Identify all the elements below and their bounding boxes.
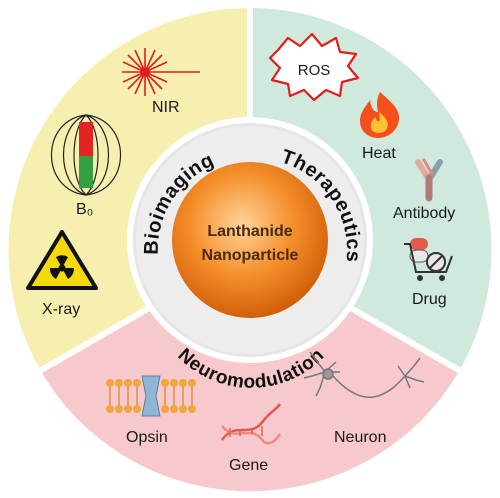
xray-label: X-ray bbox=[42, 301, 80, 318]
nir-label: NIR bbox=[152, 99, 180, 116]
dna-helix-icon bbox=[220, 403, 282, 445]
ros-label: ROS bbox=[298, 62, 331, 79]
b0-label: B₀ bbox=[76, 201, 93, 218]
drug-label: Drug bbox=[412, 291, 447, 308]
opsin-label: Opsin bbox=[126, 429, 168, 446]
neuron-icon bbox=[303, 351, 425, 398]
nanoparticle-core bbox=[172, 162, 328, 318]
heat-label: Heat bbox=[362, 145, 396, 162]
radiation-warning-icon bbox=[26, 230, 98, 290]
sector-neuromodulation bbox=[33, 246, 467, 498]
flame-icon bbox=[360, 92, 400, 138]
core-label-line1: Lanthanide bbox=[207, 223, 292, 240]
magnet-field-icon bbox=[51, 114, 121, 196]
antibody-label: Antibody bbox=[393, 205, 455, 222]
laser-burst-icon bbox=[122, 48, 200, 96]
drug-cart-icon bbox=[404, 238, 453, 281]
gene-label: Gene bbox=[229, 457, 268, 474]
neuron-label: Neuron bbox=[334, 429, 386, 446]
opsin-membrane-icon bbox=[106, 375, 196, 417]
ros-burst-icon bbox=[268, 32, 360, 102]
antibody-icon bbox=[415, 158, 443, 202]
core-label-line2: Nanoparticle bbox=[202, 247, 299, 264]
